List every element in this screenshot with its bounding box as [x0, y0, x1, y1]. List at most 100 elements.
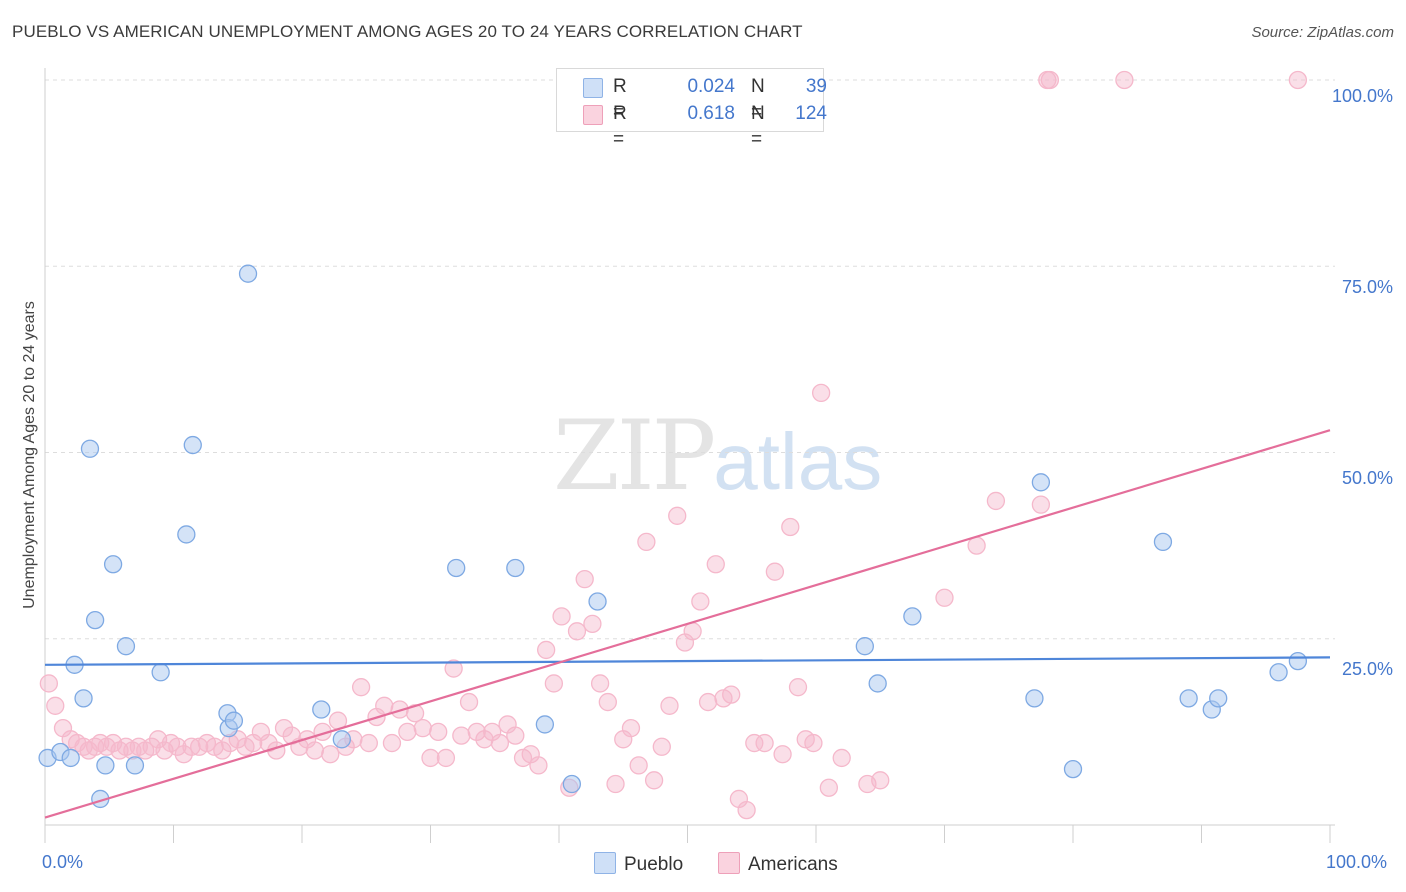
axes: [44, 68, 1335, 843]
source-label: Source: ZipAtlas.com: [1251, 24, 1394, 41]
pueblo-point: [1209, 689, 1228, 708]
americans-point: [467, 722, 486, 742]
americans-point: [46, 696, 65, 715]
americans-trend-line: [44, 429, 1331, 819]
americans-point: [359, 733, 378, 753]
zipatlas-watermark: ZIPatlas: [553, 400, 883, 512]
americans-point: [598, 692, 617, 712]
pueblo-point: [125, 756, 145, 775]
pueblo-point: [868, 674, 887, 693]
americans-point: [755, 733, 774, 753]
americans-point: [444, 659, 463, 678]
americans-swatch: [583, 105, 603, 125]
americans-point: [832, 748, 851, 768]
americans-point: [490, 733, 510, 753]
americans-point: [722, 685, 741, 704]
americans-point: [475, 730, 494, 749]
americans-point: [583, 614, 602, 633]
americans-point: [788, 678, 808, 697]
americans-point: [506, 726, 525, 745]
pueblo-point: [1025, 689, 1044, 708]
americans-point: [452, 726, 471, 745]
americans-point: [644, 771, 664, 790]
americans-point: [660, 696, 679, 715]
americans-point: [804, 733, 823, 753]
americans-point: [745, 733, 764, 753]
americans-point: [621, 719, 641, 738]
americans-point: [351, 678, 371, 697]
americans-point: [305, 741, 325, 760]
y-tick-label-100: 100.0%: [1331, 86, 1393, 106]
pueblo-point: [562, 774, 581, 794]
n-label: N =: [751, 103, 765, 150]
americans-point: [421, 748, 440, 768]
americans-point: [398, 722, 417, 742]
pueblo-point: [183, 435, 202, 455]
r-value: 0.024: [687, 76, 735, 97]
americans-point: [637, 532, 656, 552]
americans-point: [274, 719, 294, 738]
y-tick-label-75: 75.0%: [1341, 277, 1393, 297]
americans-point: [967, 536, 986, 555]
y-tick-label-50: 50.0%: [1341, 468, 1393, 488]
pueblo-point: [1179, 689, 1198, 708]
pueblo-point: [1153, 532, 1173, 552]
r-value: 0.618: [687, 103, 735, 124]
americans-point: [606, 774, 625, 794]
americans-point: [691, 592, 710, 611]
n-label: N =: [751, 76, 765, 123]
americans-point: [781, 517, 800, 537]
americans-point: [39, 674, 59, 693]
americans-point: [1288, 70, 1308, 90]
americans-point: [1115, 70, 1134, 90]
americans-point: [405, 704, 425, 723]
y-tick-label-25: 25.0%: [1341, 659, 1393, 679]
pueblo-point: [1269, 663, 1288, 682]
americans-point: [986, 491, 1006, 511]
americans-point: [375, 696, 394, 715]
pueblo-point: [535, 715, 555, 734]
americans-point: [683, 622, 702, 641]
americans-swatch: [718, 852, 740, 874]
pueblo-swatch: [594, 852, 616, 874]
pueblo-point: [1288, 651, 1308, 671]
americans-point: [567, 622, 587, 641]
pueblo-point: [447, 558, 466, 578]
pueblo-point: [312, 700, 331, 719]
americans-point: [1031, 495, 1051, 514]
americans-point: [575, 570, 594, 589]
americans-point: [436, 748, 456, 768]
pueblo-point: [96, 756, 115, 775]
n-value: 124: [795, 103, 827, 124]
americans-point: [537, 640, 556, 660]
americans-point: [544, 674, 564, 693]
americans-point: [382, 733, 402, 753]
americans-point: [590, 674, 610, 693]
americans-point: [1040, 70, 1060, 90]
pueblo-point: [103, 555, 123, 574]
americans-point: [629, 756, 648, 775]
n-value: 39: [805, 76, 827, 97]
pueblo-point: [588, 592, 607, 611]
americans-point: [668, 506, 687, 525]
pueblo-point: [85, 610, 105, 630]
americans-point: [182, 737, 201, 756]
legend-item-americans: Americans: [718, 852, 838, 877]
americans-point: [698, 692, 718, 712]
americans-point: [811, 383, 831, 403]
pueblo-point: [238, 264, 258, 283]
correlation-legend: R = 0.024 N = 39 R = 0.618 N = 124: [556, 68, 827, 150]
legend-label-pueblo: Pueblo: [624, 854, 684, 875]
americans-point: [737, 800, 756, 820]
pueblo-point: [1031, 473, 1051, 492]
americans-point: [552, 607, 571, 626]
pueblo-point: [332, 730, 351, 749]
pueblo-point: [74, 689, 93, 708]
americans-point: [174, 745, 193, 764]
americans-point: [819, 778, 838, 797]
y-axis-label: Unemployment Among Ages 20 to 24 years: [21, 301, 38, 609]
pueblo-point: [224, 711, 244, 730]
x-tick-label-100: 100.0%: [1326, 852, 1388, 872]
americans-point: [413, 719, 432, 738]
